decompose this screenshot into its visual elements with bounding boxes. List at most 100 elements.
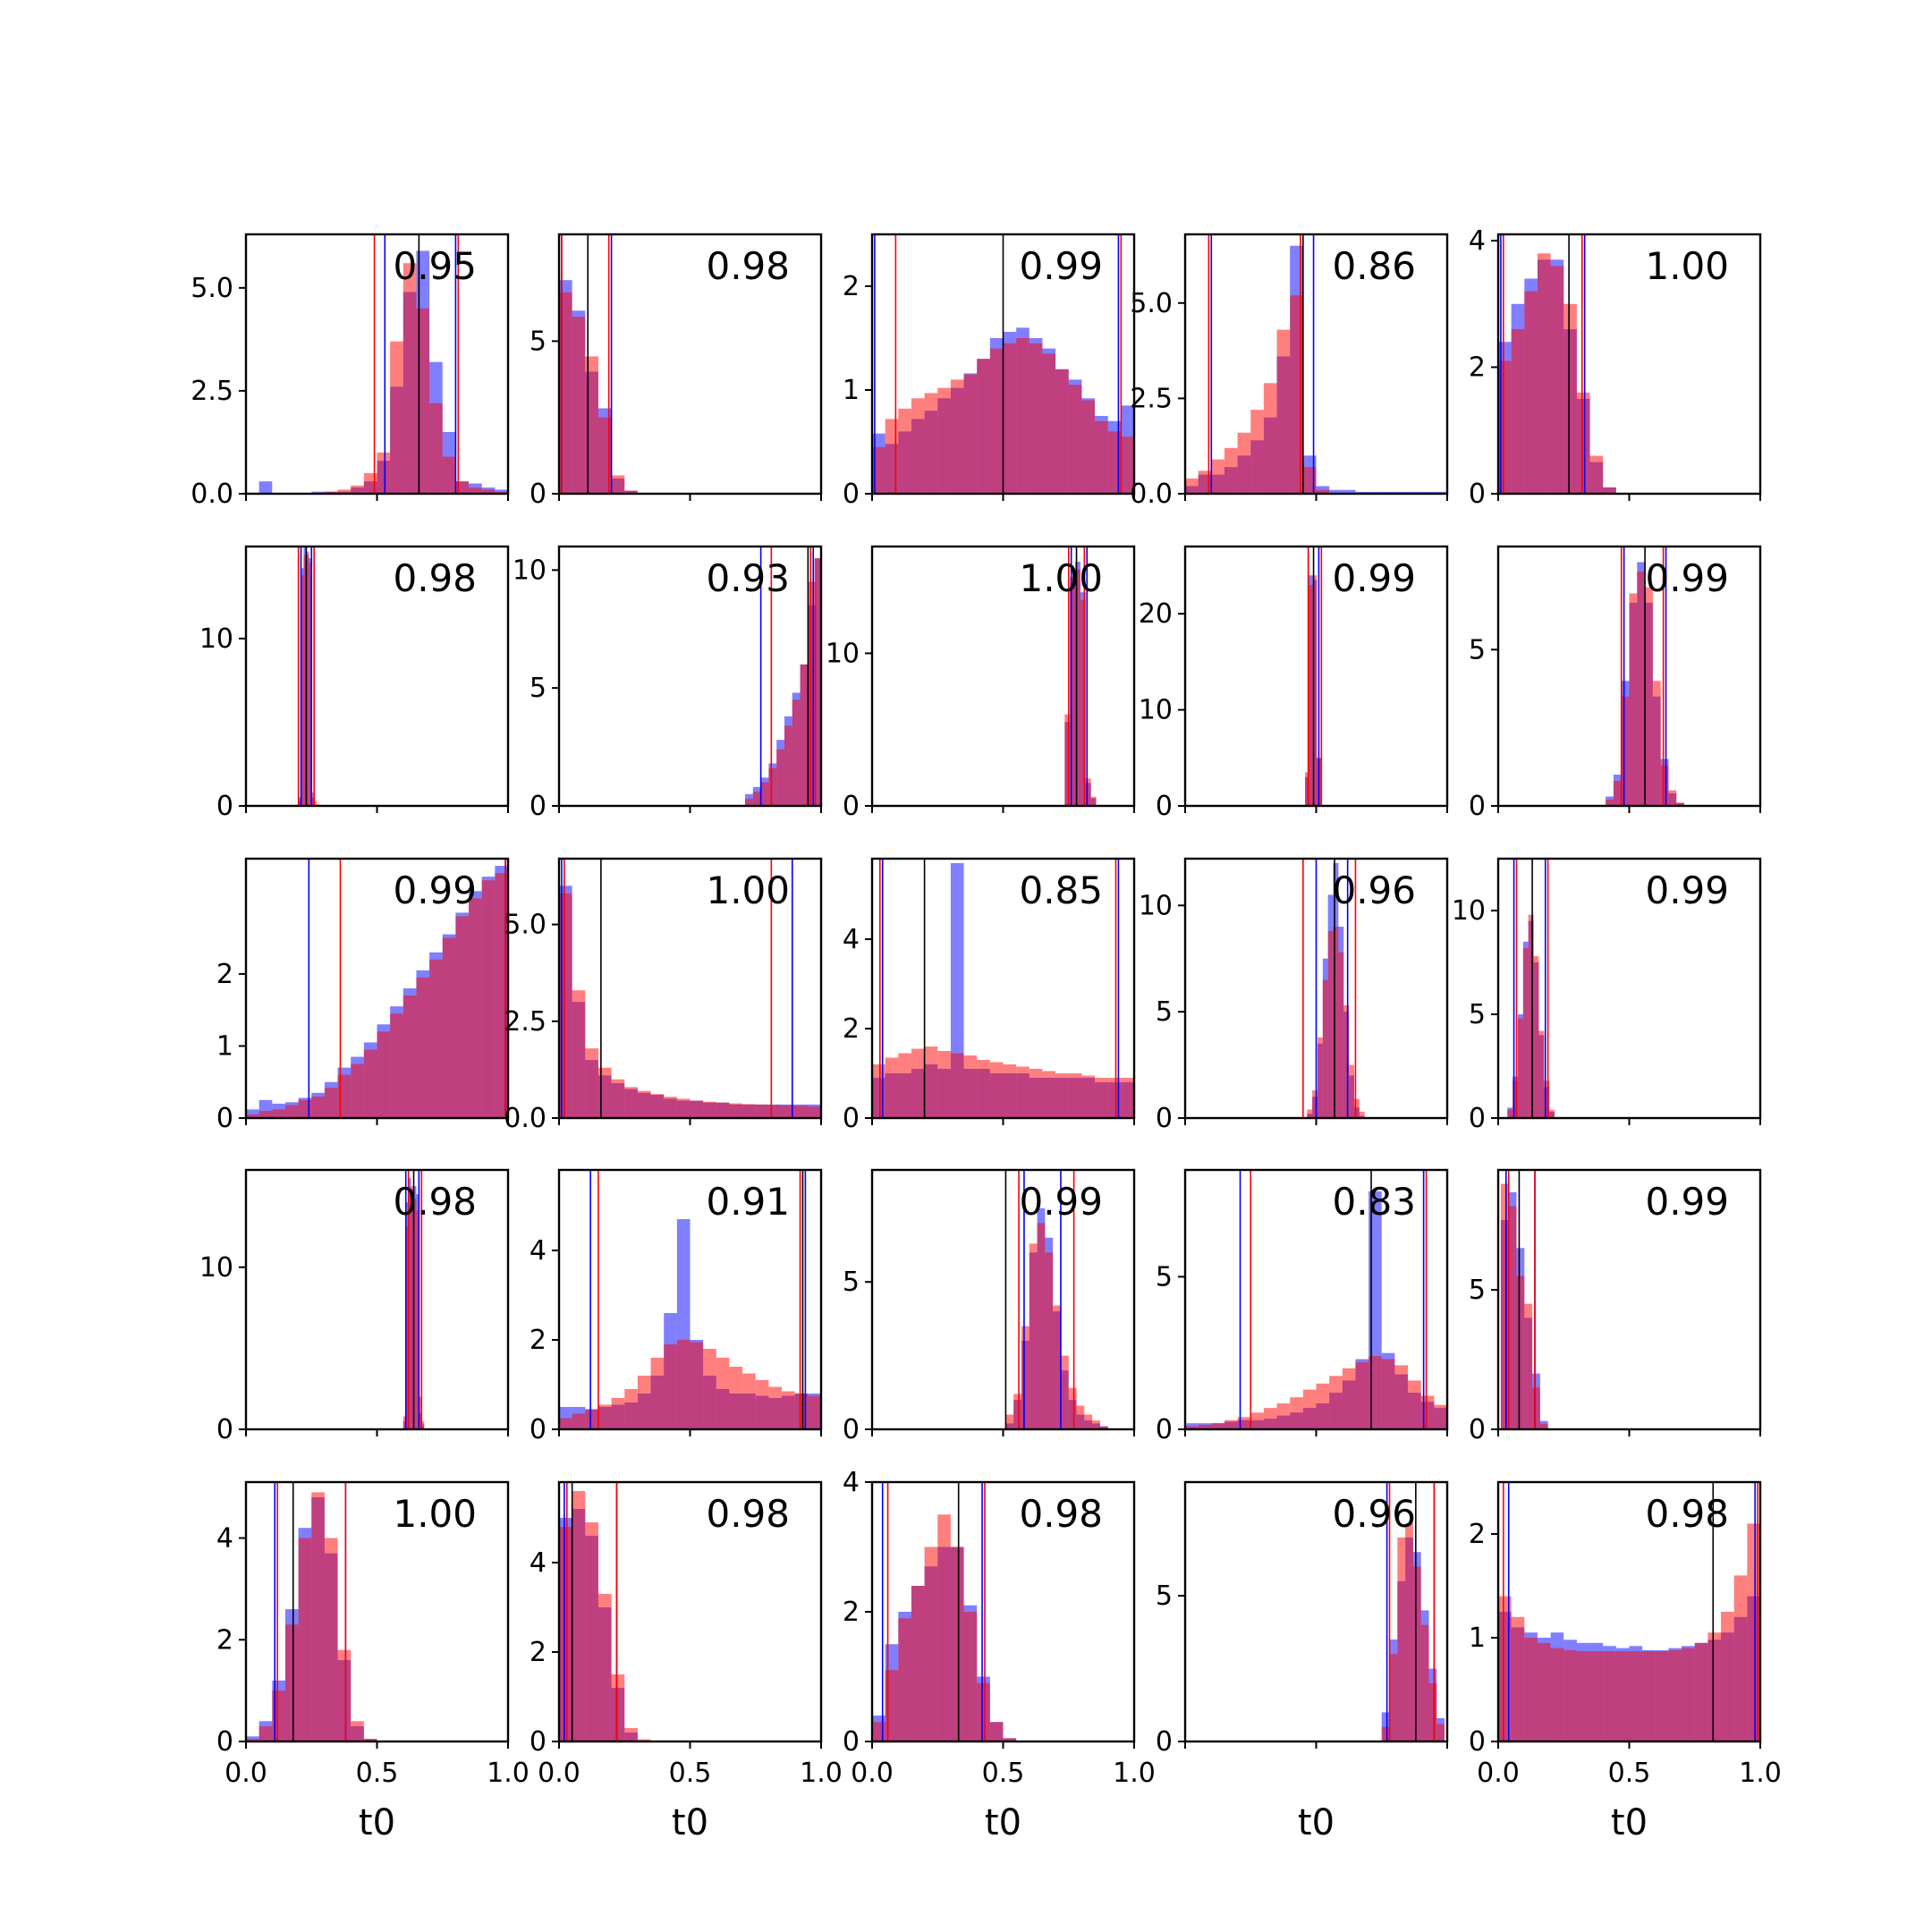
y-tick-label: 0 (1469, 479, 1486, 510)
x-tick-label: 0.5 (669, 1758, 712, 1789)
panel-score-label: 0.98 (706, 1492, 790, 1536)
histogram-bar-red (814, 558, 821, 806)
histogram-bar-red (1355, 1361, 1369, 1429)
panel-score-label: 0.98 (393, 556, 477, 600)
histogram-bar-red (885, 1057, 899, 1118)
histogram-bar-red (1629, 1651, 1643, 1741)
y-tick-label: 0 (1469, 791, 1486, 822)
plot-area (1500, 1170, 1548, 1429)
histogram-bar-red (258, 1110, 273, 1118)
histogram-bar-red (1003, 1738, 1017, 1741)
histogram-bar-red (390, 1013, 403, 1118)
histogram-bar-red (311, 792, 315, 806)
panel-3-1: 0 1 2 0.99 (216, 857, 510, 1134)
panel-score-label: 0.98 (393, 1180, 477, 1224)
histogram-bar-red (768, 767, 777, 806)
histogram-bar-red (1316, 489, 1330, 494)
panel-score-label: 0.98 (1019, 1492, 1103, 1536)
y-tick-label: 10 (1139, 890, 1173, 921)
histogram-bar-red (1080, 599, 1086, 806)
x-tick-label: 0.0 (851, 1758, 894, 1789)
histogram-bar-red (314, 801, 318, 806)
histogram-bar-red (442, 937, 456, 1118)
histogram-bar-red (1090, 796, 1097, 806)
y-tick-label: 0 (843, 479, 860, 510)
histogram-bar-red (1276, 329, 1291, 494)
plot-area (1606, 547, 1685, 806)
histogram-bar-red (1550, 1648, 1564, 1741)
histogram-bar-red (1085, 778, 1091, 806)
y-tick-label: 1 (216, 1030, 233, 1062)
histogram-bar-red (950, 379, 964, 494)
histogram-bar-red (411, 1186, 414, 1429)
plot-area (402, 1170, 425, 1429)
histogram-bar-red (782, 1391, 795, 1429)
histogram-bar-red (1068, 385, 1082, 494)
histogram-bar-red (363, 1049, 377, 1118)
histogram-bar-red (1589, 1651, 1604, 1741)
histogram-bar-red (1250, 410, 1264, 494)
y-tick-label: 1 (843, 375, 860, 406)
plot-area (1305, 547, 1323, 806)
histogram-bar-red (911, 1586, 925, 1741)
histogram-bar-red (784, 725, 792, 806)
histogram-bar-red (405, 1226, 409, 1429)
panel-score-label: 0.99 (1645, 556, 1729, 600)
histogram-bar-red (1092, 1420, 1100, 1429)
histogram-bar-red (1327, 930, 1334, 1118)
panel-score-label: 0.83 (1332, 1180, 1416, 1224)
x-tick-label: 0.0 (538, 1758, 580, 1789)
plot-area (1302, 859, 1365, 1118)
y-tick-label: 2.5 (504, 1006, 547, 1038)
plot-area (1498, 1482, 1760, 1741)
histogram-bar-red (1068, 1387, 1077, 1429)
histogram-bar-red (729, 1103, 743, 1118)
histogram-bar-red (937, 1051, 951, 1118)
y-tick-label: 2 (843, 1597, 860, 1628)
histogram-bar-red (924, 1546, 938, 1741)
histogram-bar-red (1533, 956, 1539, 1118)
histogram-bar-red (611, 1079, 625, 1118)
histogram-bar-red (703, 1349, 716, 1429)
histogram-bar-red (1507, 1109, 1513, 1118)
histogram-bar-red (1603, 487, 1616, 494)
histogram-bar-red (898, 1053, 911, 1118)
histogram-bar-red (911, 1048, 925, 1118)
histogram-bar-red (1522, 947, 1529, 1118)
y-tick-label: 5 (843, 1267, 860, 1298)
y-tick-label: 2 (216, 1624, 233, 1656)
histogram-bar-red (937, 1514, 951, 1741)
y-tick-label: 20 (1139, 598, 1173, 630)
histogram-bar-red (1524, 1303, 1533, 1429)
panel-score-label: 0.98 (1645, 1492, 1729, 1536)
x-axis-label: t0 (1298, 1802, 1335, 1843)
y-tick-label: 0 (1156, 791, 1173, 822)
y-tick-label: 4 (530, 1235, 547, 1267)
histogram-bar-red (303, 555, 307, 806)
y-tick-label: 0.0 (1130, 479, 1173, 510)
panel-score-label: 0.91 (706, 1180, 790, 1224)
histogram-bar-red (1068, 1073, 1082, 1118)
histogram-bar-red (1084, 1414, 1093, 1429)
panel-score-label: 0.99 (1332, 556, 1416, 600)
y-tick-label: 5.0 (191, 273, 233, 304)
y-tick-label: 5 (1156, 1261, 1173, 1292)
y-tick-label: 0 (1156, 1103, 1173, 1134)
histogram-bar-red (298, 1538, 312, 1741)
plot-area (1381, 1482, 1445, 1741)
histogram-bar-red (1668, 790, 1677, 806)
plot-area (872, 234, 1134, 494)
panel-2-4: 0 10 20 0.99 (1139, 545, 1449, 822)
histogram-bar-red (624, 1389, 638, 1429)
histogram-bar-red (1606, 800, 1614, 806)
y-tick-label: 5 (1156, 996, 1173, 1028)
histogram-bar-red (1549, 1109, 1555, 1118)
histogram-bar-blue (258, 481, 273, 494)
histogram-bar-red (421, 1420, 425, 1429)
histogram-bar-red (664, 1097, 677, 1118)
histogram-bar-red (977, 1060, 990, 1118)
histogram-bar-red (1394, 1365, 1409, 1429)
histogram-bar-red (429, 959, 443, 1118)
histogram-bar-red (1075, 569, 1080, 806)
histogram-bar-red (1029, 1243, 1038, 1429)
